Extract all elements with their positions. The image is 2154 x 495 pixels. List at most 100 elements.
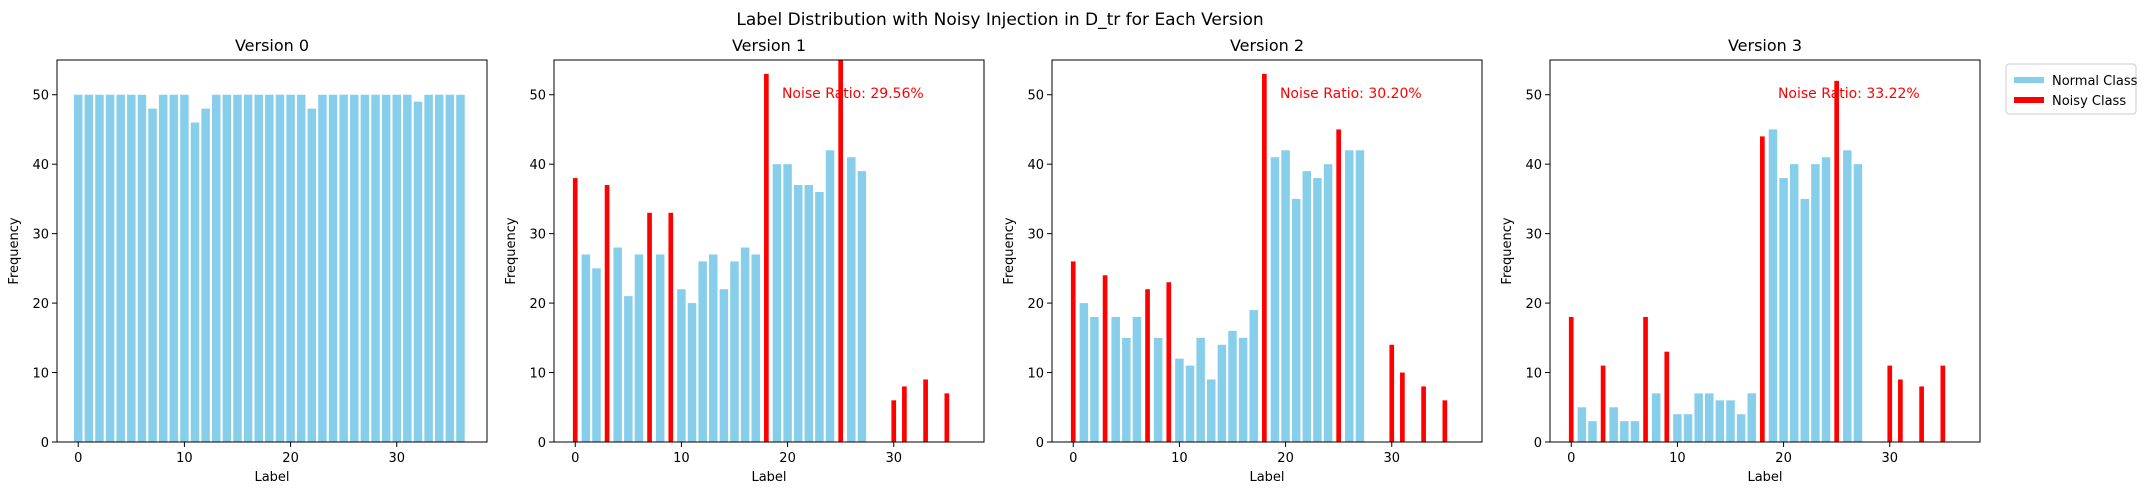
normal-bar <box>1132 316 1142 442</box>
y-tick-label: 50 <box>529 89 546 104</box>
normal-bar <box>127 94 136 442</box>
subplot-title: Version 0 <box>235 36 309 55</box>
y-tick-label: 40 <box>1027 158 1044 173</box>
x-tick-label: 20 <box>282 451 299 466</box>
normal-bar <box>1079 303 1089 442</box>
noisy-bar <box>1389 344 1395 442</box>
bars <box>1070 73 1448 442</box>
normal-bar <box>1249 310 1258 442</box>
normal-bar <box>190 122 200 442</box>
normal-bar <box>212 94 221 442</box>
normal-bar <box>1291 198 1301 442</box>
normal-bar <box>1153 337 1163 442</box>
normal-bar <box>783 164 792 442</box>
normal-bar <box>360 94 370 442</box>
normal-bar <box>1736 414 1746 442</box>
normal-bar <box>392 94 401 442</box>
axes-frame <box>553 59 985 443</box>
y-tick-label: 10 <box>32 367 49 382</box>
y-tick-label: 20 <box>529 297 546 312</box>
normal-bar <box>1323 164 1333 442</box>
normal-bar <box>1228 330 1237 442</box>
y-tick-label: 30 <box>1027 228 1044 243</box>
subplot-title: Version 3 <box>1728 36 1802 55</box>
noisy-bar <box>1442 400 1448 442</box>
normal-bar <box>1270 157 1280 442</box>
noisy-bar <box>944 393 950 442</box>
normal-bar <box>254 94 263 442</box>
noisy-bar <box>1834 80 1840 442</box>
y-tick-label: 40 <box>529 158 546 173</box>
x-axis-label: Label <box>1747 470 1782 485</box>
normal-bar <box>804 185 814 442</box>
normal-bar <box>730 261 739 442</box>
noisy-bar <box>1898 379 1903 442</box>
noisy-bar <box>572 178 578 442</box>
noise-ratio-annotation: Noise Ratio: 33.22% <box>1778 86 1920 102</box>
normal-bar <box>350 94 359 442</box>
subplot-title: Version 1 <box>732 36 806 55</box>
axes-frame <box>1549 59 1981 443</box>
normal-bar <box>592 268 601 442</box>
normal-bar <box>719 289 729 442</box>
subplot-1: 0 10 20 30 0 10 20 30 40 50 Version 1 Label Frequenc… <box>504 36 985 485</box>
subplot-0: 0 10 20 30 0 10 20 30 40 50 Version 0 Label Frequenc… <box>7 36 488 485</box>
normal-bar <box>1747 393 1756 442</box>
noisy-bar <box>1336 129 1342 442</box>
normal-bar <box>698 261 707 442</box>
bars <box>73 94 465 442</box>
noisy-bar <box>1568 316 1574 442</box>
y-tick-label: 0 <box>1036 436 1044 451</box>
normal-bar <box>307 108 317 442</box>
y-tick-label: 40 <box>1525 158 1542 173</box>
normal-bar <box>857 171 867 442</box>
normal-bar <box>328 94 338 442</box>
normal-bar <box>1789 164 1799 442</box>
y-axis-label: Frequency <box>7 217 22 284</box>
x-tick-label: 30 <box>1881 451 1898 466</box>
noisy-bar <box>647 212 652 442</box>
normal-bar <box>445 94 455 442</box>
normal-bar <box>1196 337 1205 442</box>
bars <box>1568 80 1946 442</box>
subplot-2: 0 10 20 30 0 10 20 30 40 50 Version 2 Label Frequenc… <box>1002 36 1483 485</box>
x-tick-label: 10 <box>673 451 690 466</box>
bars <box>572 60 950 442</box>
normal-bar <box>73 94 83 442</box>
normal-bar <box>1609 407 1618 442</box>
normal-bar <box>169 94 179 442</box>
normal-bar <box>1843 150 1852 442</box>
normal-bar <box>403 94 412 442</box>
noisy-bar <box>1887 365 1893 442</box>
normal-bar <box>772 164 782 442</box>
normal-bar <box>158 94 168 442</box>
subplot-title: Version 2 <box>1230 36 1304 55</box>
normal-bar <box>655 254 665 442</box>
y-tick-label: 50 <box>1525 89 1542 104</box>
y-tick-label: 50 <box>32 89 49 104</box>
noisy-bar <box>668 212 674 442</box>
x-tick-label: 30 <box>885 451 902 466</box>
noisy-bar <box>1166 282 1172 442</box>
normal-bar <box>815 191 824 442</box>
normal-bar <box>1281 150 1290 442</box>
noisy-bar <box>1664 351 1670 442</box>
y-tick-label: 50 <box>1027 89 1044 104</box>
axes-frame <box>56 59 488 443</box>
normal-bar <box>233 94 242 442</box>
normal-bar <box>1238 337 1248 442</box>
noisy-bar <box>604 185 610 442</box>
x-tick-label: 20 <box>1775 451 1792 466</box>
normal-bar <box>1715 400 1725 442</box>
y-tick-label: 20 <box>1525 297 1542 312</box>
y-tick-label: 30 <box>1525 228 1542 243</box>
normal-bar <box>434 94 444 442</box>
noisy-bar <box>1400 372 1405 442</box>
normal-bar <box>1705 393 1714 442</box>
normal-bar <box>339 94 348 442</box>
figure-title: Label Distribution with Noisy Injection … <box>736 10 1263 30</box>
noisy-bar <box>1102 275 1108 442</box>
normal-bar <box>1217 344 1227 442</box>
normal-bar <box>624 296 633 442</box>
